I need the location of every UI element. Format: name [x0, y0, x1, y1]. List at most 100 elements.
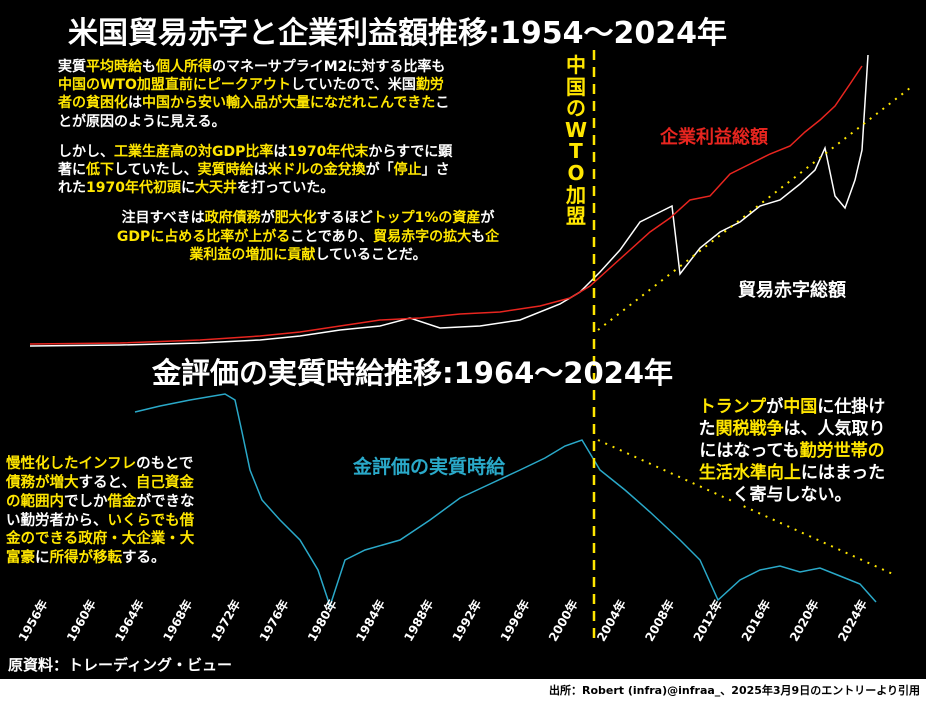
- x-tick-label: 1964年: [111, 597, 147, 644]
- x-tick-label: 2012年: [690, 597, 726, 644]
- x-tick-label: 2004年: [593, 597, 629, 644]
- x-tick-label: 1976年: [256, 597, 292, 644]
- x-tick-label: 2016年: [738, 597, 774, 644]
- text-segment: すると、: [78, 474, 136, 491]
- text-segment: 所得が移転: [49, 550, 122, 567]
- text-segment: 1970年代末: [287, 143, 369, 160]
- text-segment: は: [273, 143, 288, 160]
- top-text: 実質平均時給も個人所得のマネーサプライM2に対する比率も 中国のWTO加盟直前にピ…: [58, 58, 558, 276]
- text-segment: のマネーサプライM2に対する比率も: [212, 59, 446, 75]
- text-segment: 肥大化: [274, 210, 317, 227]
- text-segment: も: [471, 228, 486, 245]
- trade-deficit-line: [29, 54, 869, 347]
- trade-label: 貿易赤字総額: [738, 280, 846, 301]
- text-segment: 実質: [58, 59, 86, 75]
- top-title: 米国貿易赤字と企業利益額推移:1954〜2024年: [68, 16, 727, 51]
- text-line: 慢性化したインフレのもとで: [6, 455, 195, 474]
- text-segment: ができな: [136, 493, 195, 510]
- text-segment: れた: [58, 180, 86, 197]
- text-segment: のもとで: [136, 456, 194, 472]
- text-segment: 者の貧困化: [58, 95, 128, 112]
- text-segment: 実質時給: [197, 161, 254, 178]
- x-tick-label: 1988年: [401, 597, 437, 644]
- text-segment: 政府債務: [204, 210, 261, 227]
- text-segment: 中国から安い輸入品が大量になだれこんできた: [142, 95, 436, 112]
- text-segment: 借金: [107, 493, 137, 510]
- paragraph: しかし、工業生産高の対GDP比率は1970年代末からすでに顕 著に低下していたし、…: [58, 143, 558, 198]
- corporate-profit-line: [29, 65, 863, 345]
- text-line: 債務が増大すると、自己資金: [6, 474, 195, 493]
- text-segment: 」さ: [421, 161, 450, 178]
- right-text: トランプが中国に仕掛け た関税戦争は、人気取り にはなっても勤労世帯の 生活水準向上に…: [668, 396, 916, 506]
- text-segment: からすでに顕: [368, 143, 453, 160]
- x-tick-label: 1960年: [63, 597, 99, 644]
- text-segment: でしか: [64, 493, 108, 510]
- left-text: 慢性化したインフレのもとで 債務が増大すると、自己資金 の範囲内でしか借金ができない…: [6, 455, 195, 568]
- text-segment: 勤労: [415, 77, 444, 94]
- text-segment: た: [698, 419, 716, 440]
- text-line: しかし、工業生産高の対GDP比率は1970年代末からすでに顕: [58, 143, 558, 161]
- text-segment: 債務が増大: [6, 474, 79, 491]
- x-tick-label: 1984年: [352, 597, 388, 644]
- text-segment: トランプ: [698, 397, 767, 417]
- text-segment: するほど: [316, 210, 373, 227]
- text-segment: 業利益の増加に貢献: [189, 246, 316, 263]
- text-line: 注目すべきは政府債務が肥大化するほどトップ1%の資産が: [58, 209, 558, 227]
- text-segment: GDPに占める比率が上がる: [116, 228, 291, 245]
- text-segment: 関税戦争: [715, 419, 784, 440]
- trend-line-top: [597, 87, 911, 331]
- text-segment: が「: [365, 161, 394, 178]
- text-line: GDPに占める比率が上がることであり、貿易赤字の拡大も企: [58, 228, 558, 246]
- text-segment: にはなっても: [699, 441, 800, 462]
- x-tick-label: 2000年: [545, 597, 581, 644]
- text-line: にはなっても勤労世帯の: [668, 440, 916, 462]
- text-segment: に: [180, 180, 195, 197]
- text-segment: が: [260, 210, 275, 227]
- x-tick-label: 1972年: [208, 597, 244, 644]
- text-segment: 金のできる: [6, 531, 79, 548]
- text-segment: の範囲内: [6, 493, 64, 510]
- original-source: 原資料：トレーディング・ビュー: [8, 656, 232, 674]
- x-tick-label: 2008年: [642, 597, 678, 644]
- text-segment: に仕掛け: [817, 397, 886, 417]
- text-segment: 著に: [58, 161, 86, 178]
- text-line: く寄与しない。: [668, 484, 916, 506]
- text-line: 生活水準向上にはまった: [668, 462, 916, 484]
- x-tick-label: 1956年: [15, 597, 51, 644]
- text-line: 富豪に所得が移転する。: [6, 549, 195, 568]
- text-segment: しかし、: [58, 143, 114, 160]
- text-segment: 1970年代初頭: [86, 180, 181, 197]
- text-line: の範囲内でしか借金ができな: [6, 493, 195, 512]
- text-segment: 貿易赤字の拡大: [373, 228, 472, 245]
- text-segment: に: [35, 550, 50, 567]
- text-line: 中国のWTO加盟直前にピークアウトしていたので、米国勤労: [58, 76, 558, 94]
- text-line: 金のできる政府・大企業・大: [6, 530, 195, 549]
- source-bar: 出所：Robert (infra)@infraa_、2025年3月9日のエントリ…: [0, 679, 926, 701]
- text-segment: 企: [485, 228, 500, 245]
- x-tick-label: 1992年: [449, 597, 485, 644]
- text-segment: 低下: [86, 161, 114, 178]
- text-segment: は: [128, 95, 142, 112]
- x-tick-label: 1980年: [304, 597, 340, 644]
- x-tick-label: 2024年: [834, 597, 870, 644]
- paragraph: 実質平均時給も個人所得のマネーサプライM2に対する比率も 中国のWTO加盟直前にピ…: [58, 58, 558, 131]
- text-segment: は: [253, 161, 268, 178]
- wage-label: 金評価の実質時給: [353, 456, 506, 478]
- text-segment: 平均時給: [86, 59, 142, 75]
- text-segment: トップ1%の資産: [372, 210, 481, 227]
- text-line: い勤労者から、いくらでも借: [6, 512, 195, 531]
- text-segment: 注目すべきは: [121, 210, 205, 227]
- text-line: 者の貧困化は中国から安い輸入品が大量になだれこんできたこ: [58, 94, 558, 112]
- text-segment: にはまった: [800, 463, 886, 484]
- text-line: トランプが中国に仕掛け: [668, 396, 916, 418]
- text-segment: 中国: [783, 397, 818, 417]
- text-segment: していたし、: [114, 161, 198, 178]
- text-segment: 大天井: [194, 180, 237, 197]
- text-segment: とが原因のように見える。: [58, 113, 226, 130]
- text-segment: こ: [435, 95, 450, 112]
- text-segment: 自己資金: [135, 474, 194, 491]
- paragraph: 注目すべきは政府債務が肥大化するほどトップ1%の資産が GDPに占める比率が上がる…: [58, 209, 558, 264]
- text-line: 著に低下していたし、実質時給は米ドルの金兌換が「停止」さ: [58, 161, 558, 179]
- text-segment: も: [142, 59, 156, 75]
